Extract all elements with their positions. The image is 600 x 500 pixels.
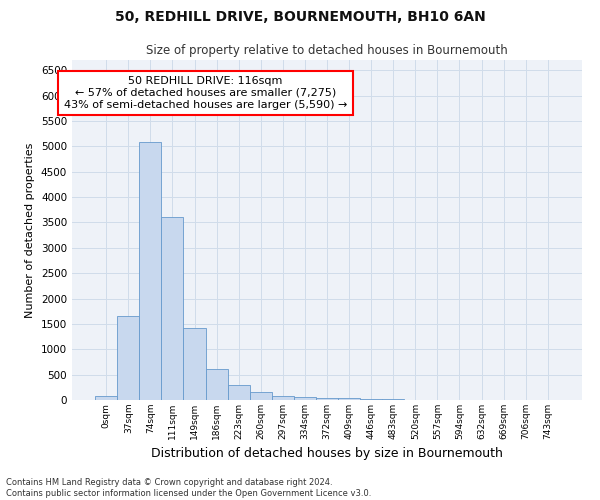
Title: Size of property relative to detached houses in Bournemouth: Size of property relative to detached ho… — [146, 44, 508, 58]
Bar — [338, 398, 360, 400]
Bar — [272, 396, 294, 400]
X-axis label: Distribution of detached houses by size in Bournemouth: Distribution of detached houses by size … — [151, 448, 503, 460]
Bar — [117, 316, 139, 400]
Bar — [294, 398, 316, 400]
Bar — [161, 218, 184, 400]
Text: Contains HM Land Registry data © Crown copyright and database right 2024.
Contai: Contains HM Land Registry data © Crown c… — [6, 478, 371, 498]
Text: 50, REDHILL DRIVE, BOURNEMOUTH, BH10 6AN: 50, REDHILL DRIVE, BOURNEMOUTH, BH10 6AN — [115, 10, 485, 24]
Text: 50 REDHILL DRIVE: 116sqm
← 57% of detached houses are smaller (7,275)
43% of sem: 50 REDHILL DRIVE: 116sqm ← 57% of detach… — [64, 76, 347, 110]
Y-axis label: Number of detached properties: Number of detached properties — [25, 142, 35, 318]
Bar — [316, 398, 338, 400]
Bar — [95, 396, 117, 400]
Bar — [184, 328, 206, 400]
Bar — [250, 392, 272, 400]
Bar — [206, 368, 227, 400]
Bar — [227, 385, 250, 400]
Bar — [139, 142, 161, 400]
Bar — [360, 399, 382, 400]
